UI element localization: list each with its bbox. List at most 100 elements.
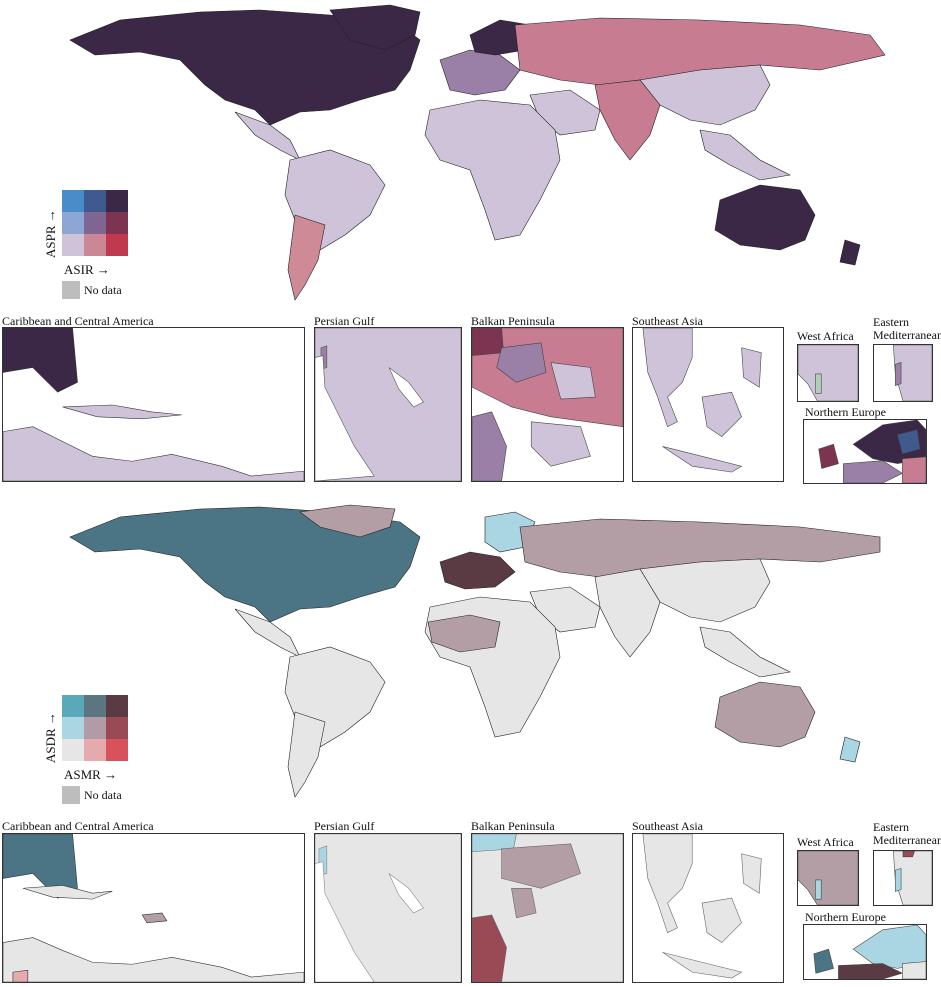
legend-cell [106, 190, 128, 212]
legend-bivariate-grid [62, 190, 128, 256]
inset-eastern-mediterranean [873, 344, 933, 402]
legend-x-axis-label: ASMR → [64, 767, 118, 782]
region-china-east [639, 64, 771, 126]
region-southeast-asia [699, 129, 791, 181]
legend-cell [62, 190, 84, 212]
inset-title-northern-europe: Northern Europe [805, 405, 886, 419]
region-south-asia [594, 568, 661, 658]
region-russia-asia [902, 456, 926, 483]
region-north-america [3, 328, 78, 393]
legend-cell [62, 234, 84, 256]
region-north-america [69, 9, 421, 126]
region-china-east [701, 391, 742, 437]
legend-y-axis-label: ASDR → [43, 712, 58, 763]
legend-x-axis-label: ASIR → [64, 262, 110, 277]
legend-cell [84, 739, 106, 761]
legend-cell [84, 234, 106, 256]
region-china-east [642, 328, 693, 428]
region-africa [798, 345, 858, 401]
inset-title-eastern-mediterranean-text: Eastern Mediterranean [873, 820, 941, 847]
inset-persian-gulf [314, 327, 462, 482]
region-australia [714, 681, 816, 748]
region-china-east [550, 362, 596, 400]
region-china-east [639, 558, 771, 623]
region-australia [714, 184, 816, 251]
legend-cell [84, 717, 106, 739]
inset-caribbean [2, 833, 305, 983]
legend-cell [106, 695, 128, 717]
map-panel-death-mortality: ASDR → ASMR → No data Caribbean and Cent… [0, 497, 941, 987]
inset-persian-gulf [314, 833, 462, 983]
legend-cell [106, 212, 128, 234]
inset-title-persian-gulf: Persian Gulf [314, 314, 375, 328]
inset-title-west-africa: West Africa [797, 835, 854, 849]
world-map [69, 4, 886, 301]
region-new-zealand [839, 736, 861, 763]
no-data-swatch [62, 281, 80, 299]
region-europe [439, 49, 521, 96]
legend-cell [62, 695, 84, 717]
region-china-east [530, 421, 591, 467]
region-argentina [287, 214, 326, 301]
legend-bivariate-grid [62, 695, 128, 761]
legend-cell [84, 190, 106, 212]
inset-northern-europe [803, 419, 927, 484]
region-south-asia [594, 79, 661, 161]
region-south-america [22, 885, 113, 900]
legend: ASPR → ASIR → No data [40, 188, 150, 303]
region-new-zealand [839, 239, 861, 266]
legend-cell [62, 212, 84, 234]
inset-balkan [471, 327, 624, 482]
inset-title-persian-gulf: Persian Gulf [314, 819, 375, 833]
inset-title-northern-europe: Northern Europe [805, 910, 886, 924]
region-greenland [329, 4, 421, 51]
inset-title-southeast-asia: Southeast Asia [632, 819, 703, 833]
region-europe [472, 411, 507, 481]
region-south-america [62, 404, 182, 420]
region-russia-asia [514, 17, 886, 86]
region-china-east [741, 853, 762, 894]
region-europe [496, 342, 547, 383]
region-argentina [287, 711, 326, 798]
inset-eastern-mediterranean [873, 850, 933, 906]
region-africa [424, 99, 561, 241]
legend-cell [62, 739, 84, 761]
region-europe [439, 551, 516, 590]
inset-west-africa [797, 344, 859, 402]
inset-balkan [471, 833, 624, 983]
no-data-label: No data [84, 282, 122, 297]
region-europe [843, 460, 903, 483]
region-africa [424, 596, 561, 738]
region-greenland [299, 504, 396, 538]
inset-title-southeast-asia: Southeast Asia [632, 314, 703, 328]
legend-cell [106, 739, 128, 761]
region-china-east [662, 446, 743, 473]
region-middle-east [893, 345, 932, 401]
legend-no-data: No data [62, 281, 122, 299]
region-south-america [3, 937, 304, 982]
region-china-east [642, 834, 693, 934]
inset-title-caribbean: Caribbean and Central America [2, 819, 154, 833]
legend-y-axis-label: ASPR → [43, 209, 58, 258]
inset-southeast-asia [632, 327, 784, 482]
region-china-east [662, 952, 743, 979]
region-south-america [3, 426, 304, 481]
legend: ASDR → ASMR → No data [40, 693, 150, 808]
region-north-america [69, 506, 421, 623]
legend-cell [84, 212, 106, 234]
inset-caribbean [2, 327, 305, 482]
legend-cell [106, 234, 128, 256]
legend-cell [84, 695, 106, 717]
region-china-east [701, 897, 742, 943]
region-west-africa [427, 614, 501, 653]
no-data-label: No data [84, 787, 122, 802]
inset-title-balkan: Balkan Peninsula [471, 819, 555, 833]
inset-title-eastern-mediterranean: Eastern Mediterranean [873, 316, 941, 342]
world-map [69, 504, 881, 798]
inset-title-west-africa: West Africa [797, 329, 854, 343]
legend-no-data: No data [62, 786, 122, 804]
region-europe [894, 361, 902, 386]
inset-southeast-asia [632, 833, 784, 983]
inset-title-caribbean: Caribbean and Central America [2, 314, 154, 328]
legend-cell [106, 717, 128, 739]
